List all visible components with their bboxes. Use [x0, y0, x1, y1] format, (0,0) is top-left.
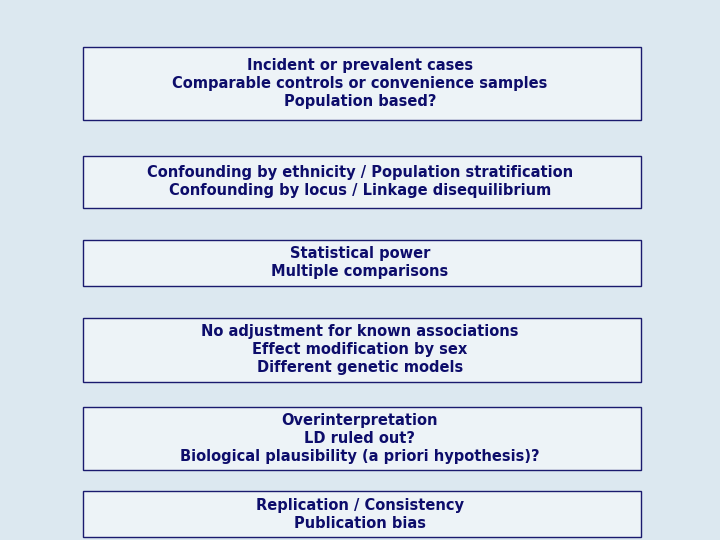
- Text: Population based?: Population based?: [284, 94, 436, 109]
- Text: Statistical power: Statistical power: [290, 246, 430, 261]
- FancyBboxPatch shape: [83, 240, 641, 286]
- FancyBboxPatch shape: [83, 47, 641, 120]
- Text: LD ruled out?: LD ruled out?: [305, 431, 415, 446]
- Text: Incident or prevalent cases: Incident or prevalent cases: [247, 58, 473, 73]
- Text: Publication bias: Publication bias: [294, 516, 426, 531]
- Text: Biological plausibility (a priori hypothesis)?: Biological plausibility (a priori hypoth…: [180, 449, 540, 464]
- Text: Effect modification by sex: Effect modification by sex: [253, 342, 467, 357]
- Text: Different genetic models: Different genetic models: [257, 360, 463, 375]
- FancyBboxPatch shape: [83, 491, 641, 537]
- Text: Replication / Consistency: Replication / Consistency: [256, 497, 464, 512]
- Text: Overinterpretation: Overinterpretation: [282, 413, 438, 428]
- FancyBboxPatch shape: [83, 407, 641, 470]
- FancyBboxPatch shape: [83, 318, 641, 382]
- Text: Confounding by locus / Linkage disequilibrium: Confounding by locus / Linkage disequili…: [169, 184, 551, 199]
- Text: Multiple comparisons: Multiple comparisons: [271, 265, 449, 280]
- Text: Confounding by ethnicity / Population stratification: Confounding by ethnicity / Population st…: [147, 165, 573, 180]
- Text: No adjustment for known associations: No adjustment for known associations: [202, 325, 518, 340]
- FancyBboxPatch shape: [83, 156, 641, 208]
- Text: Comparable controls or convenience samples: Comparable controls or convenience sampl…: [172, 76, 548, 91]
